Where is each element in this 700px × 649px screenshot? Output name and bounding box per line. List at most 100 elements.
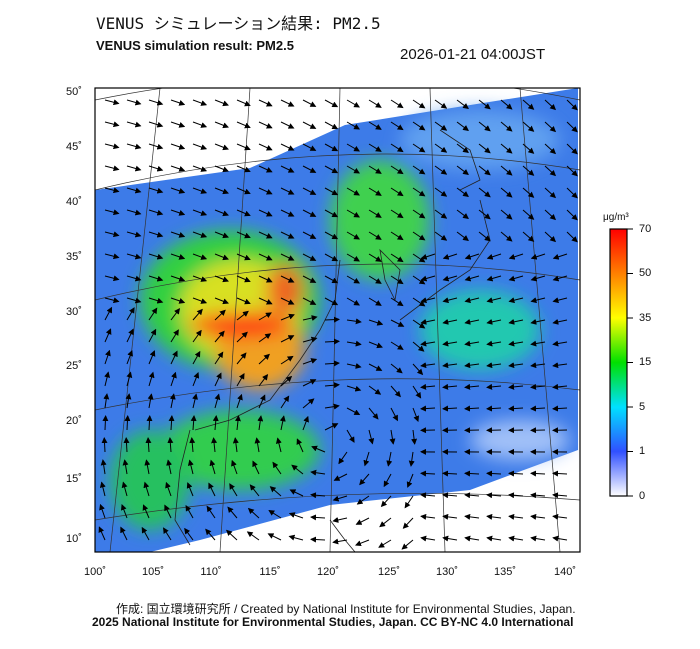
wind-arrow (192, 297, 208, 304)
wind-arrow (464, 383, 480, 390)
wind-arrow (346, 253, 360, 262)
wind-arrow (126, 209, 142, 216)
wind-arrow (148, 99, 164, 106)
wind-arrow (401, 539, 414, 550)
wind-arrow (486, 253, 502, 260)
wind-arrow (148, 371, 155, 387)
wind-arrow (420, 405, 436, 412)
wind-arrow (456, 165, 469, 176)
wind-arrow (170, 329, 179, 343)
wind-arrow (412, 341, 425, 352)
wind-arrow (170, 297, 186, 304)
wind-arrow (380, 495, 392, 508)
lat-label: 10˚ (66, 533, 82, 545)
wind-arrow (236, 253, 251, 261)
wind-arrow (442, 513, 458, 520)
wind-arrow (332, 495, 348, 502)
wind-arrow (456, 99, 469, 110)
wind-arrow (280, 275, 295, 283)
wind-arrow (464, 405, 480, 412)
lon-label: 105˚ (141, 566, 165, 578)
wind-arrow (214, 393, 221, 409)
wind-arrow (508, 535, 524, 542)
wind-arrow (214, 143, 229, 151)
wind-arrow (530, 383, 546, 390)
wind-arrow (302, 415, 309, 431)
lon-label: 115˚ (259, 566, 281, 578)
wind-arrow (104, 297, 120, 304)
wind-arrow (143, 481, 150, 497)
wind-arrow (363, 451, 370, 467)
wind-arrow (522, 121, 535, 132)
wind-arrow (324, 187, 339, 196)
wind-arrow (412, 99, 426, 109)
wind-arrow (192, 231, 208, 238)
wind-arrow (272, 461, 282, 475)
colorbar-tick-label: 15 (639, 356, 652, 368)
wind-arrow (170, 231, 186, 238)
wind-arrow (148, 121, 164, 128)
wind-arrow (442, 297, 458, 304)
wind-arrow (500, 121, 513, 132)
wind-arrow (192, 350, 201, 365)
wind-arrow (522, 143, 535, 154)
timestamp: 2026-01-21 04:00JST (400, 46, 546, 63)
wind-arrow (163, 527, 172, 541)
wind-arrow (442, 470, 458, 477)
wind-arrow (302, 358, 318, 365)
wind-arrow (346, 209, 360, 218)
wind-arrow (302, 121, 317, 129)
wind-arrow (346, 143, 360, 152)
wind-arrow (291, 464, 304, 475)
wind-arrow (390, 143, 404, 153)
wind-arrow (420, 275, 436, 282)
wind-arrow (420, 297, 436, 304)
wind-arrow (205, 528, 216, 541)
wind-arrow (236, 373, 245, 387)
wind-arrow (544, 143, 557, 155)
wind-arrow (508, 470, 524, 477)
wind-arrow (368, 275, 382, 284)
wind-arrow (356, 495, 370, 505)
wind-arrow (411, 429, 418, 445)
wind-arrow (214, 187, 229, 195)
wind-arrow (456, 187, 469, 198)
wind-arrow (420, 513, 436, 520)
wind-arrow (258, 121, 273, 129)
wind-arrow (103, 393, 110, 409)
wind-arrow (258, 231, 273, 239)
wind-arrow (214, 330, 225, 343)
lon-label: 100˚ (83, 566, 107, 578)
wind-arrow (544, 99, 557, 111)
lat-label: 30˚ (66, 306, 82, 318)
wind-arrow (333, 473, 348, 481)
wind-arrow (486, 405, 502, 412)
wind-arrow (280, 375, 293, 387)
wind-arrow (383, 473, 392, 488)
wind-arrow (478, 187, 491, 198)
wind-arrow (187, 459, 194, 475)
wind-arrow (566, 99, 578, 111)
wind-arrow (486, 340, 502, 347)
wind-arrow (324, 143, 339, 152)
colorbar-tick-label: 70 (639, 223, 652, 235)
wind-arrow (368, 209, 382, 218)
wind-arrow (566, 231, 578, 243)
colorbar-tick-label: 50 (639, 267, 652, 279)
colorbar-tick-label: 5 (639, 401, 646, 413)
map-frame (94, 87, 581, 553)
wind-arrow (508, 275, 524, 282)
wind-arrow (126, 275, 142, 282)
wind-arrow (566, 143, 578, 155)
wind-arrow (148, 143, 164, 150)
wind-arrow (148, 307, 158, 321)
wind-arrow (508, 513, 524, 520)
wind-arrow (368, 121, 382, 130)
wind-arrow (311, 445, 326, 453)
wind-arrow (236, 99, 251, 107)
lon-label: 135˚ (493, 566, 517, 578)
wind-arrow (280, 297, 295, 305)
wind-arrow (346, 318, 362, 325)
wind-arrow (552, 275, 568, 282)
wind-arrow (167, 437, 174, 453)
